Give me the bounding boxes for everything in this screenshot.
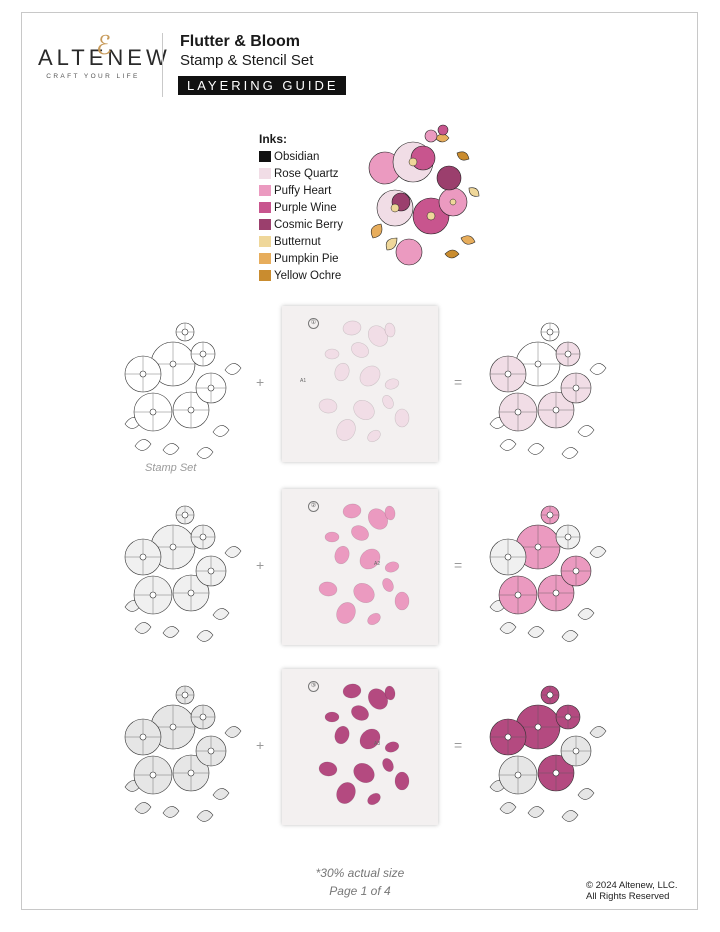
ink-swatch xyxy=(259,185,271,196)
result-layer-1 xyxy=(478,314,608,469)
ink-row: Puffy Heart xyxy=(259,182,343,199)
ink-name: Cosmic Berry xyxy=(274,218,344,231)
ink-swatch xyxy=(259,236,271,247)
ink-row: Butternut xyxy=(259,233,343,250)
product-subtitle: Stamp & Stencil Set xyxy=(180,52,314,69)
ink-name: Purple Wine xyxy=(274,201,337,214)
copyright-line-1: © 2024 Altenew, LLC. xyxy=(586,880,678,891)
ink-name: Yellow Ochre xyxy=(274,269,342,282)
ink-row: Cosmic Berry xyxy=(259,216,343,233)
stencil-code: A1 xyxy=(300,378,307,384)
equals-sign: = xyxy=(454,374,463,390)
stencil-number: ② xyxy=(308,501,319,512)
stencil-number: ③ xyxy=(308,681,319,692)
ink-swatch xyxy=(259,253,271,264)
stencil-code: A3 xyxy=(374,741,381,747)
stamp-layer-2 xyxy=(113,497,243,652)
ink-name: Rose Quartz xyxy=(274,167,339,180)
equals-sign: = xyxy=(454,557,463,573)
inks-list: Inks: Obsidian Rose Quartz Puffy Heart Purp… xyxy=(259,132,343,284)
ink-row: Obsidian xyxy=(259,148,343,165)
plus-sign: + xyxy=(256,557,265,573)
ink-row: Rose Quartz xyxy=(259,165,343,182)
inks-heading: Inks: xyxy=(259,132,288,146)
copyright-line-2: All Rights Reserved xyxy=(586,891,670,902)
stamp-set-caption: Stamp Set xyxy=(145,462,197,474)
result-layer-3 xyxy=(478,677,608,832)
stamp-layer-3 xyxy=(113,677,243,832)
product-title: Flutter & Bloom xyxy=(180,33,300,50)
logo-ampersand: ℰ xyxy=(96,31,112,61)
ink-name: Puffy Heart xyxy=(274,184,332,197)
ink-name: Pumpkin Pie xyxy=(274,252,339,265)
logo-wordmark: ALTENEW xyxy=(38,45,171,70)
ink-name: Butternut xyxy=(274,235,321,248)
finished-flower-preview xyxy=(368,124,480,266)
ink-swatch xyxy=(259,219,271,230)
stencil-code: A2 xyxy=(374,561,381,567)
result-layer-2 xyxy=(478,497,608,652)
stamp-layer-1 xyxy=(113,314,243,469)
page-border xyxy=(21,12,698,910)
ink-swatch xyxy=(259,151,271,162)
stencil-number: ① xyxy=(308,318,319,329)
ink-swatch xyxy=(259,270,271,281)
equals-sign: = xyxy=(454,737,463,753)
ink-swatch xyxy=(259,202,271,213)
stencil-1: ① A1 xyxy=(282,306,438,462)
altenew-logo: ℰ ALTENEW CRAFT YOUR LIFE xyxy=(38,31,171,80)
logo-tagline: CRAFT YOUR LIFE xyxy=(46,73,140,80)
copyright: © 2024 Altenew, LLC. All Rights Reserved xyxy=(586,880,678,902)
layering-guide-badge: LAYERING GUIDE xyxy=(178,76,346,95)
header-divider xyxy=(162,33,163,97)
stencil-2: ② A2 xyxy=(282,489,438,645)
ink-row: Pumpkin Pie xyxy=(259,250,343,267)
ink-name: Obsidian xyxy=(274,150,320,163)
stencil-3: ③ A3 xyxy=(282,669,438,825)
ink-row: Yellow Ochre xyxy=(259,267,343,284)
ink-swatch xyxy=(259,168,271,179)
plus-sign: + xyxy=(256,737,265,753)
plus-sign: + xyxy=(256,374,265,390)
page-number: Page 1 of 4 xyxy=(329,884,391,898)
ink-row: Purple Wine xyxy=(259,199,343,216)
size-note: *30% actual size xyxy=(315,866,405,880)
